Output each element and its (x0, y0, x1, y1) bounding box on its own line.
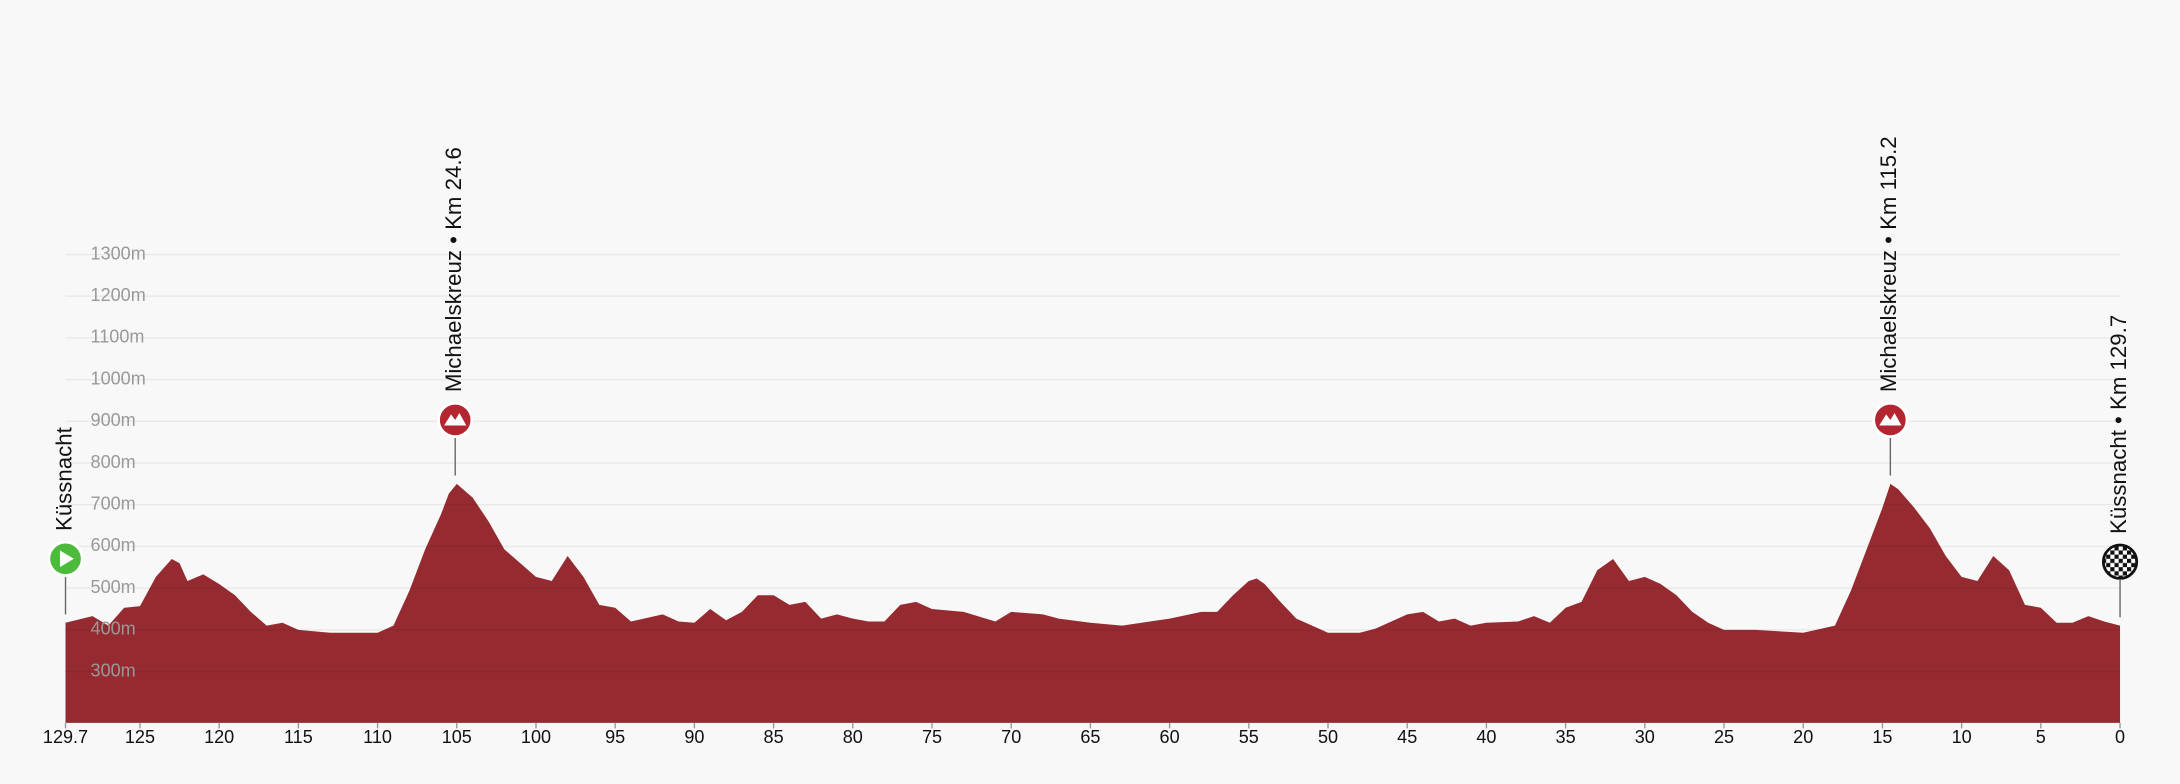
x-tick-label: 45 (1397, 727, 1417, 747)
mountain-symbol (444, 412, 467, 426)
y-tick-label: 300m (91, 660, 136, 680)
y-tick-label: 800m (91, 452, 136, 472)
y-tick-label: 700m (91, 494, 136, 514)
y-tick-label: 900m (91, 410, 136, 430)
x-tick-label: 55 (1239, 727, 1259, 747)
x-tick-label: 10 (1952, 727, 1972, 747)
y-tick-label: 400m (91, 619, 136, 639)
x-tick-label: 115 (284, 727, 313, 747)
x-tick-label: 110 (363, 727, 392, 747)
x-tick-label: 20 (1793, 727, 1813, 747)
x-tick-label: 30 (1635, 727, 1655, 747)
y-tick-label: 1200m (91, 285, 146, 305)
x-tick-label: 85 (764, 727, 784, 747)
x-tick-label: 15 (1872, 727, 1892, 747)
x-tick-label: 129.7 (43, 727, 88, 747)
annotation-label: Michaelskreuz • Km 24.6 (441, 147, 466, 392)
x-tick-label: 35 (1556, 727, 1576, 747)
x-tick-label: 65 (1080, 727, 1100, 747)
annotation-icon (47, 540, 84, 577)
x-tick-label: 125 (125, 727, 155, 747)
annotation-label: Küssnacht • Km 129.7 (2106, 315, 2131, 534)
x-tick-label: 40 (1476, 727, 1496, 747)
y-tick-label: 1000m (91, 368, 146, 388)
x-tick-label: 120 (204, 727, 234, 747)
y-tick-label: 1300m (91, 243, 146, 263)
annotation-label: Michaelskreuz • Km 115.2 (1876, 136, 1901, 392)
x-tick-label: 80 (843, 727, 863, 747)
x-tick-label: 70 (1001, 727, 1021, 747)
x-tick-label: 25 (1714, 727, 1734, 747)
y-tick-label: 600m (91, 535, 136, 555)
y-tick-label: 1100m (91, 327, 145, 347)
play-symbol (59, 550, 74, 568)
x-tick-label: 100 (521, 727, 551, 747)
y-tick-label: 500m (91, 577, 136, 597)
x-tick-label: 60 (1160, 727, 1180, 747)
x-tick-label: 90 (684, 727, 704, 747)
annotation-icon (1872, 401, 1909, 439)
annotation-label: Küssnacht (51, 426, 76, 531)
mountain-symbol (1879, 412, 1902, 426)
elevation-area (65, 483, 2121, 723)
x-tick-label: 50 (1318, 727, 1338, 747)
x-tick-label: 105 (442, 727, 472, 747)
x-tick-label: 5 (2036, 727, 2046, 747)
finish-icon (2101, 543, 2139, 580)
annotation-icon (2101, 543, 2139, 580)
annotation-icon (437, 401, 474, 439)
x-tick-label: 0 (2115, 727, 2125, 747)
x-tick-label: 95 (605, 727, 625, 747)
x-tick-label: 75 (922, 727, 942, 747)
